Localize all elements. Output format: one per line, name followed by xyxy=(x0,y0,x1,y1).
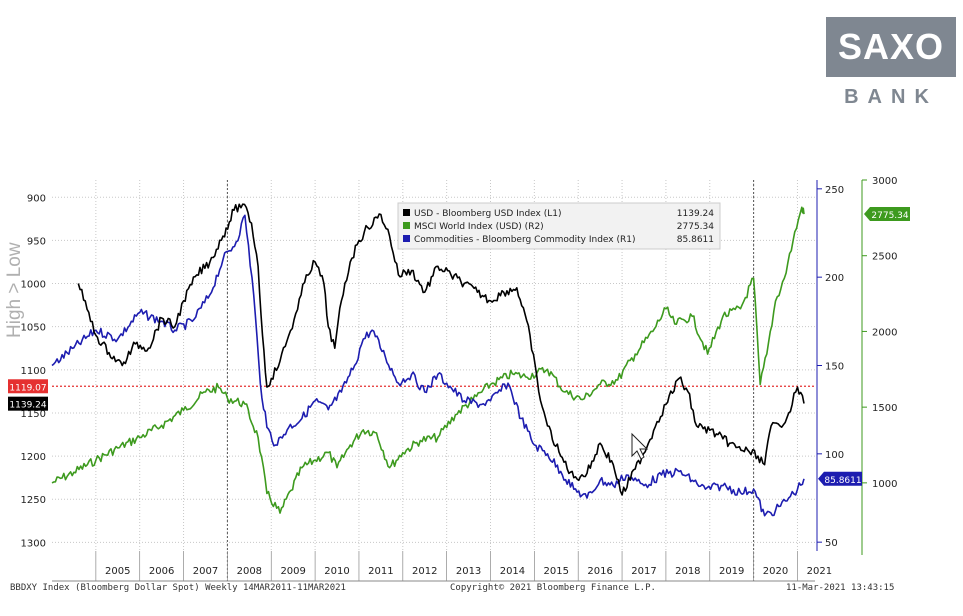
x-tick-label: 2006 xyxy=(149,566,174,577)
commodities-value-tag: 85.8611 xyxy=(818,471,862,486)
x-tick-label: 2016 xyxy=(587,566,612,577)
y-tick-label-left: 1150 xyxy=(21,409,46,420)
footer-center: Copyright© 2021 Bloomberg Finance L.P. xyxy=(450,583,656,593)
footer-right: 11-Mar-2021 13:43:15 xyxy=(786,583,895,593)
legend-swatch xyxy=(403,209,410,216)
y-tick-label-left: 1200 xyxy=(21,452,46,463)
x-tick-label: 2020 xyxy=(763,566,788,577)
saxo-logo: SAXO xyxy=(826,17,956,77)
x-tick-label: 2011 xyxy=(368,566,393,577)
x-tick-label: 2009 xyxy=(280,566,305,577)
x-tick-label: 2007 xyxy=(193,566,218,577)
y-tick-label-right2: 3000 xyxy=(872,176,897,187)
x-tick-label: 2014 xyxy=(500,566,525,577)
x-tick-label: 2010 xyxy=(324,566,349,577)
legend-label: USD - Bloomberg USD Index (L1) xyxy=(414,209,562,219)
y-tick-label-right2: 1000 xyxy=(872,479,897,490)
y-tick-label-left: 1250 xyxy=(21,495,46,506)
commodities-value-tag-shape xyxy=(818,471,862,486)
legend-value: 85.8611 xyxy=(677,235,714,245)
usd-value-tag-text: 1139.24 xyxy=(9,401,46,411)
x-tick-label: 2015 xyxy=(544,566,569,577)
y-tick-label-left: 1000 xyxy=(21,280,46,291)
msci-value-tag-shape xyxy=(864,207,910,222)
mouse-cursor-icon xyxy=(631,432,649,460)
series-msci-line xyxy=(51,206,805,514)
y-tick-label-right1: 250 xyxy=(825,185,844,196)
commodities-value-tag-text: 85.8611 xyxy=(824,476,861,486)
ref-value-tag-shape xyxy=(8,379,48,394)
y-tick-label-right1: 200 xyxy=(825,273,844,284)
x-tick-label: 2018 xyxy=(675,566,700,577)
watermark-text: High > Low xyxy=(4,242,25,338)
y-tick-label-left: 1050 xyxy=(21,323,46,334)
legend-value: 2775.34 xyxy=(677,222,714,232)
legend-swatch xyxy=(403,222,410,229)
x-tick-label: 2021 xyxy=(807,566,832,577)
saxo-logo-subtext: BANK xyxy=(844,86,938,108)
ref-value-tag: 1119.07 xyxy=(8,379,48,394)
usd-value-tag: 1139.24 xyxy=(8,396,48,411)
legend-label: Commodities - Bloomberg Commodity Index … xyxy=(414,235,636,245)
y-tick-label-left: 1300 xyxy=(21,538,46,549)
legend-value: 1139.24 xyxy=(677,209,714,219)
y-tick-label-right1: 50 xyxy=(825,538,838,549)
legend-label: MSCI World Index (USD) (R2) xyxy=(414,222,544,232)
y-tick-label-right2: 1500 xyxy=(872,403,897,414)
x-tick-label: 2008 xyxy=(237,566,262,577)
x-tick-label: 2019 xyxy=(719,566,744,577)
y-tick-label-right2: 2000 xyxy=(872,327,897,338)
msci-value-tag-text: 2775.34 xyxy=(871,211,908,221)
y-tick-label-left: 900 xyxy=(27,193,46,204)
series-commodities-line xyxy=(51,214,805,517)
legend-box xyxy=(397,202,721,250)
ref-value-tag-text: 1119.07 xyxy=(9,383,46,393)
y-tick-label-left: 1100 xyxy=(21,366,46,377)
series-usd-line xyxy=(77,203,805,496)
y-tick-label-right2: 2500 xyxy=(872,252,897,263)
x-tick-label: 2013 xyxy=(456,566,481,577)
y-tick-label-right1: 100 xyxy=(825,450,844,461)
x-tick-label: 2012 xyxy=(412,566,437,577)
x-tick-label: 2005 xyxy=(105,566,130,577)
msci-value-tag: 2775.34 xyxy=(864,207,910,222)
footer-left: BBDXY Index (Bloomberg Dollar Spot) Week… xyxy=(10,583,346,593)
usd-value-tag-shape xyxy=(8,396,48,411)
y-tick-label-left: 950 xyxy=(27,236,46,247)
y-tick-label-right1: 150 xyxy=(825,362,844,373)
legend-swatch xyxy=(403,235,410,242)
x-tick-label: 2017 xyxy=(631,566,656,577)
